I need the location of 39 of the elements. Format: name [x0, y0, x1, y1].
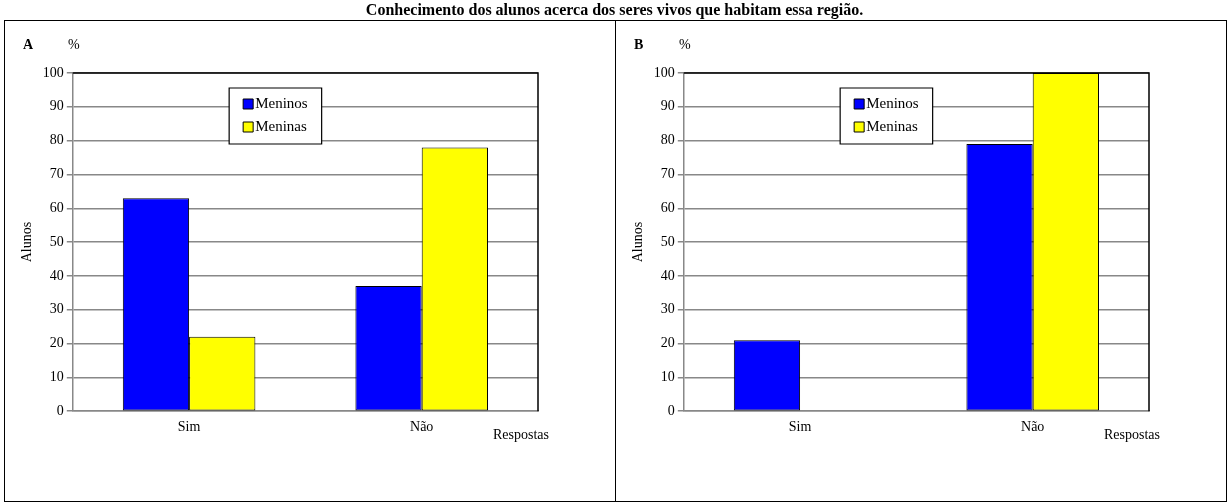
- y-tick-label: 50: [49, 233, 64, 249]
- y-tick-label: 10: [49, 369, 64, 385]
- y-tick-label: 80: [49, 132, 64, 148]
- y-tick-label: 90: [49, 98, 64, 114]
- y-tick-label: 50: [660, 233, 675, 249]
- x-axis-title: Respostas: [1104, 426, 1160, 442]
- x-axis-title: Respostas: [493, 426, 549, 442]
- y-tick-label: 30: [660, 301, 675, 317]
- y-axis-title: Alunos: [19, 221, 35, 263]
- y-tick-label: 100: [42, 64, 64, 80]
- text: A: [23, 36, 34, 52]
- x-tick-label: Não: [1021, 419, 1045, 435]
- y-tick-label: 60: [660, 199, 675, 215]
- y-tick-label: 20: [660, 335, 675, 351]
- y-tick-label: 60: [49, 199, 64, 215]
- y-tick-label: 20: [49, 335, 64, 351]
- y-tick-label: 70: [660, 166, 675, 182]
- y-tick-label: 30: [49, 301, 64, 317]
- y-tick-label: 90: [660, 98, 675, 114]
- y-tick-label: 0: [56, 402, 64, 418]
- text: %: [679, 36, 691, 52]
- x-tick-label: Sim: [177, 419, 201, 435]
- legend-label: Meninos: [255, 94, 308, 111]
- y-tick-label: 70: [49, 166, 64, 182]
- legend-label: Meninos: [866, 94, 919, 111]
- text: B: [634, 36, 644, 52]
- legend-label: Meninas: [255, 117, 307, 134]
- y-tick-label: 80: [660, 132, 675, 148]
- y-tick-label: 40: [49, 267, 64, 283]
- x-tick-label: Sim: [788, 419, 812, 435]
- legend-label: Meninas: [866, 117, 918, 134]
- text: %: [68, 36, 80, 52]
- text: Conhecimento dos alunos acerca dos seres vivos que habitam essa região.: [364, 0, 865, 19]
- y-tick-label: 10: [660, 369, 675, 385]
- x-tick-label: Não: [410, 419, 434, 435]
- y-tick-label: 0: [667, 402, 675, 418]
- y-axis-title: Alunos: [630, 221, 646, 263]
- y-tick-label: 100: [653, 64, 675, 80]
- y-tick-label: 40: [660, 267, 675, 283]
